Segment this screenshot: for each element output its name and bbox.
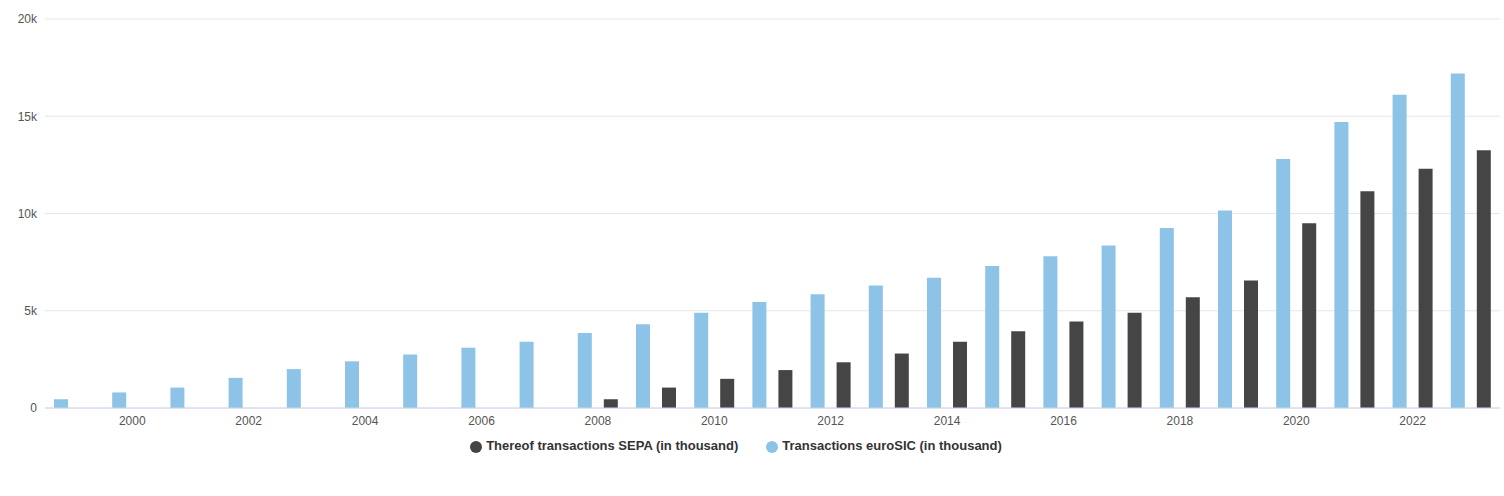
svg-text:20k: 20k bbox=[18, 12, 38, 26]
svg-text:2004: 2004 bbox=[352, 414, 379, 428]
html-text:Transactions euroSIC (in thous: Transactions euroSIC (in thousand) bbox=[782, 438, 1002, 453]
html-text:Thereof transactions SEPA (in: Thereof transactions SEPA (in thousand) bbox=[486, 438, 739, 453]
svg-text:5k: 5k bbox=[24, 304, 38, 318]
svg-text:10k: 10k bbox=[18, 207, 38, 221]
svg-text:2014: 2014 bbox=[934, 414, 961, 428]
svg-text:2000: 2000 bbox=[119, 414, 146, 428]
svg-text:0: 0 bbox=[30, 401, 37, 415]
svg-text:15k: 15k bbox=[18, 110, 38, 124]
svg-text:2022: 2022 bbox=[1399, 414, 1426, 428]
svg-text:2002: 2002 bbox=[235, 414, 262, 428]
svg-text:2010: 2010 bbox=[701, 414, 728, 428]
svg-text:2020: 2020 bbox=[1283, 414, 1310, 428]
svg-text:2018: 2018 bbox=[1167, 414, 1194, 428]
svg-text:2012: 2012 bbox=[817, 414, 844, 428]
svg-text:2016: 2016 bbox=[1050, 414, 1077, 428]
svg-text:2006: 2006 bbox=[468, 414, 495, 428]
svg-text:2008: 2008 bbox=[585, 414, 612, 428]
